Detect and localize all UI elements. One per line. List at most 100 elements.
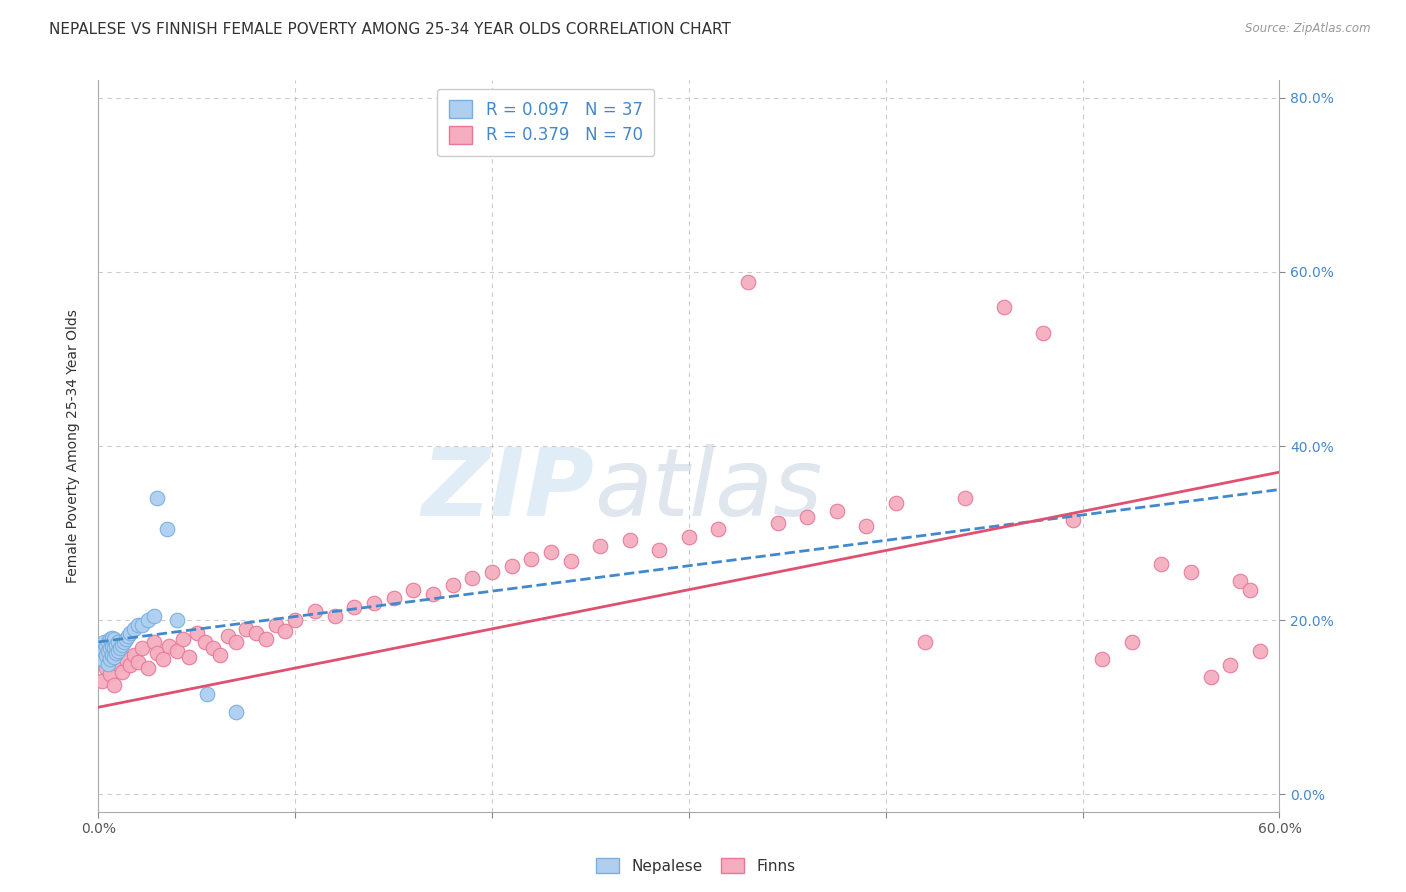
Point	[402, 582, 425, 597]
Point	[115, 632, 138, 647]
Point	[461, 571, 484, 585]
Point	[103, 640, 125, 655]
Point	[382, 591, 405, 606]
Point	[953, 491, 976, 506]
Point	[225, 705, 247, 719]
Point	[323, 608, 346, 623]
Point	[111, 665, 134, 680]
Point	[103, 678, 125, 692]
Point	[619, 533, 641, 547]
Point	[98, 652, 121, 666]
Point	[96, 648, 118, 662]
Point	[93, 635, 115, 649]
Text: atlas: atlas	[595, 444, 823, 535]
Point	[1121, 635, 1143, 649]
Legend: R = 0.097   N = 37, R = 0.379   N = 70: R = 0.097 N = 37, R = 0.379 N = 70	[437, 88, 654, 156]
Point	[107, 657, 129, 671]
Point	[97, 635, 120, 649]
Point	[96, 661, 118, 675]
Point	[108, 640, 131, 655]
Point	[186, 626, 208, 640]
Point	[481, 566, 503, 580]
Point	[1091, 652, 1114, 666]
Point	[105, 646, 128, 660]
Point	[1239, 582, 1261, 597]
Point	[1229, 574, 1251, 588]
Point	[136, 613, 159, 627]
Point	[678, 530, 700, 544]
Point	[796, 510, 818, 524]
Point	[166, 613, 188, 627]
Point	[520, 552, 543, 566]
Point	[131, 617, 153, 632]
Point	[118, 658, 141, 673]
Point	[146, 646, 169, 660]
Point	[825, 504, 848, 518]
Point	[855, 519, 877, 533]
Point	[201, 640, 224, 655]
Point	[209, 648, 232, 662]
Point	[648, 543, 671, 558]
Y-axis label: Female Poverty Among 25-34 Year Olds: Female Poverty Among 25-34 Year Olds	[66, 309, 80, 583]
Point	[274, 624, 297, 638]
Point	[1219, 658, 1241, 673]
Point	[91, 652, 114, 666]
Point	[304, 604, 326, 618]
Point	[98, 632, 121, 647]
Point	[914, 635, 936, 649]
Point	[118, 626, 141, 640]
Point	[117, 629, 139, 643]
Point	[540, 545, 562, 559]
Point	[284, 613, 307, 627]
Point	[103, 649, 125, 664]
Text: NEPALESE VS FINNISH FEMALE POVERTY AMONG 25-34 YEAR OLDS CORRELATION CHART: NEPALESE VS FINNISH FEMALE POVERTY AMONG…	[49, 22, 731, 37]
Point	[122, 648, 145, 662]
Point	[127, 655, 149, 669]
Point	[235, 622, 257, 636]
Point	[343, 600, 366, 615]
Point	[560, 554, 582, 568]
Point	[115, 652, 138, 666]
Point	[177, 649, 200, 664]
Point	[1150, 557, 1173, 571]
Point	[146, 491, 169, 506]
Point	[363, 596, 385, 610]
Point	[101, 631, 124, 645]
Point	[97, 643, 120, 657]
Point	[107, 643, 129, 657]
Point	[122, 622, 145, 636]
Point	[98, 667, 121, 681]
Point	[111, 638, 134, 652]
Point	[136, 661, 159, 675]
Point	[107, 635, 129, 649]
Point	[98, 640, 121, 655]
Point	[225, 635, 247, 649]
Point	[91, 674, 114, 689]
Point	[707, 522, 730, 536]
Point	[166, 643, 188, 657]
Point	[142, 608, 165, 623]
Point	[501, 559, 523, 574]
Point	[589, 539, 612, 553]
Point	[156, 522, 179, 536]
Point	[254, 632, 277, 647]
Point	[1032, 326, 1054, 340]
Point	[1180, 566, 1202, 580]
Point	[766, 516, 789, 530]
Point	[194, 635, 217, 649]
Point	[97, 657, 120, 671]
Point	[1249, 643, 1271, 657]
Point	[103, 632, 125, 647]
Point	[105, 638, 128, 652]
Legend: Nepalese, Finns: Nepalese, Finns	[591, 852, 801, 880]
Point	[1199, 670, 1222, 684]
Point	[441, 578, 464, 592]
Point	[96, 640, 118, 654]
Point	[217, 629, 239, 643]
Point	[245, 626, 267, 640]
Text: ZIP: ZIP	[422, 444, 595, 536]
Point	[93, 643, 115, 657]
Point	[1062, 513, 1084, 527]
Point	[112, 635, 135, 649]
Point	[142, 635, 165, 649]
